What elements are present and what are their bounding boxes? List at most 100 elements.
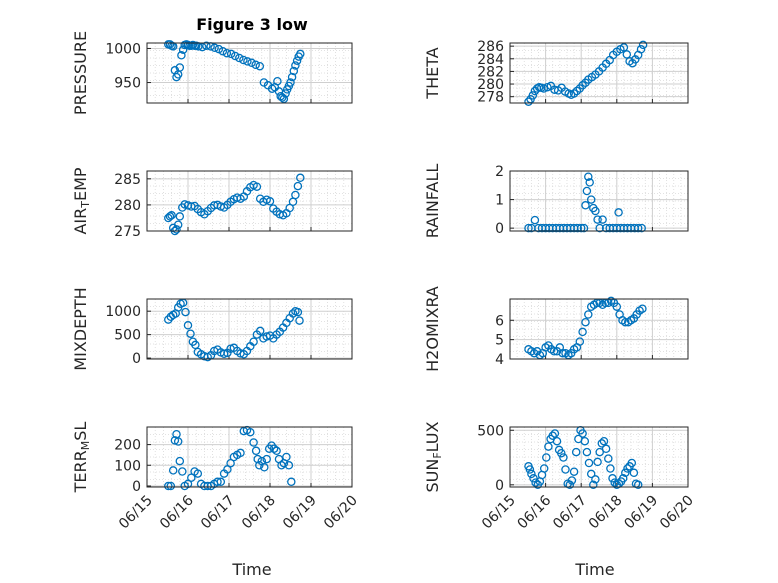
data-point (542, 453, 551, 462)
data-point (175, 456, 185, 466)
data-point (595, 223, 604, 233)
data-point (525, 465, 535, 474)
axes-frame (509, 298, 689, 360)
data-point (610, 478, 619, 487)
data-point (293, 181, 303, 191)
data-point (586, 469, 596, 479)
data-point (235, 53, 244, 63)
data-point (296, 49, 305, 59)
data-point (608, 474, 617, 483)
data-point (622, 50, 632, 59)
data-point (249, 337, 258, 346)
data-point (548, 431, 557, 440)
data-point (633, 223, 643, 233)
data-point (576, 223, 586, 233)
y-tick-label: 278 (477, 90, 504, 106)
data-point (561, 465, 570, 474)
data-point (549, 347, 559, 356)
data-point (222, 48, 232, 58)
data-point (627, 458, 637, 468)
y-tick-label: 500 (114, 328, 141, 344)
data-point (578, 327, 587, 337)
data-point (586, 195, 596, 204)
data-point (253, 454, 262, 464)
axes-frame (146, 170, 353, 232)
data-point (262, 454, 271, 464)
data-point (284, 461, 294, 470)
data-point (164, 481, 173, 491)
axes-frame (509, 426, 689, 488)
data-point (167, 211, 176, 220)
subplot-8: 0 500 SUNFLUX 06/1506/1606/1706/1806/1906/2… (423, 421, 697, 532)
data-point (202, 41, 211, 50)
data-point (637, 223, 646, 233)
data-point (591, 206, 600, 216)
y-tick-label: 0 (132, 351, 141, 367)
data-point (629, 468, 639, 478)
data-point (591, 475, 600, 484)
data-point (249, 438, 258, 447)
data-point (296, 173, 305, 183)
data-point (621, 317, 630, 327)
data-point (581, 201, 590, 210)
y-tick-label: 286 (477, 39, 504, 55)
data-point (291, 190, 300, 200)
data-point (255, 326, 265, 336)
data-point (165, 212, 175, 221)
subplot-1: 950 1000 PRESSURE (71, 31, 353, 115)
x-tick-label: 06/16 (157, 492, 197, 532)
data-point (282, 452, 291, 462)
y-axis-label: MIXDEPTH (71, 287, 90, 370)
data-point (255, 61, 265, 71)
data-point (524, 223, 533, 233)
data-point (246, 427, 255, 437)
data-point (597, 439, 607, 448)
data-point (293, 307, 303, 317)
x-axis-label-right: Time (574, 560, 614, 579)
data-point (219, 349, 229, 359)
data-point (272, 446, 281, 456)
figure-title: Figure 3 low (196, 15, 308, 34)
data-point (638, 304, 647, 313)
data-point (193, 469, 203, 478)
x-tick-label: 06/18 (586, 493, 626, 533)
data-point (177, 51, 186, 60)
y-tick-label: 6 (495, 313, 504, 329)
y-axis-label: RAINFALL (423, 164, 442, 239)
data-point (544, 442, 553, 451)
subplot-3: 275 280 285 AIRTEMP (71, 167, 353, 240)
data-point (567, 476, 577, 485)
axes-frame (146, 42, 353, 104)
y-tick-label: 100 (114, 458, 141, 474)
data-point (175, 63, 185, 72)
data-point (579, 223, 589, 233)
data-point (638, 40, 648, 50)
data-point (265, 197, 275, 206)
plot-area (510, 171, 688, 231)
data-point (295, 316, 304, 325)
data-point (251, 60, 260, 70)
y-tick-label: 275 (114, 224, 141, 240)
data-point (247, 58, 256, 68)
data-point (252, 182, 262, 191)
data-point (621, 468, 630, 478)
x-tick-label: 06/20 (657, 493, 697, 533)
data-point (183, 321, 193, 330)
y-tick-label: 2 (495, 164, 504, 180)
y-tick-label: 0 (495, 478, 504, 494)
data-point (164, 315, 173, 324)
data-point (230, 51, 240, 61)
data-point (569, 467, 579, 476)
data-point (593, 457, 602, 467)
data-point (604, 454, 613, 463)
y-axis-label: PRESSURE (71, 31, 90, 115)
x-tick-label: 06/20 (321, 493, 361, 533)
data-point (569, 89, 579, 98)
data-point (216, 477, 226, 487)
data-point (178, 467, 187, 476)
data-point (239, 55, 248, 65)
data-point (287, 477, 296, 487)
y-tick-label: 282 (477, 64, 504, 80)
data-point (580, 436, 590, 446)
